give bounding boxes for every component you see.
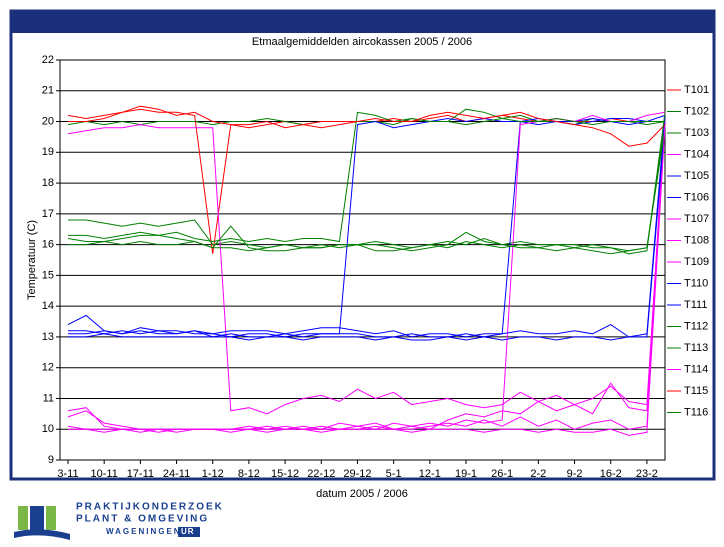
x-tick-label: 16-2 <box>600 468 622 480</box>
series-line <box>68 121 666 252</box>
logo-text: PLANT & OMGEVING <box>76 514 209 525</box>
x-tick-label: 2-2 <box>530 468 546 480</box>
series-line <box>68 117 665 338</box>
series-line <box>68 112 666 255</box>
y-tick-label: 18 <box>42 177 54 189</box>
y-tick-label: 15 <box>42 269 54 281</box>
series-line <box>67 127 666 255</box>
series-line <box>68 124 666 341</box>
legend-label: T112 <box>684 320 708 332</box>
x-tick-label: 8-12 <box>238 468 260 480</box>
legend-label: T107 <box>684 213 709 225</box>
chart-title: Etmaalgemiddelden aircokassen 2005 / 200… <box>252 36 472 48</box>
y-tick-label: 20 <box>42 115 54 127</box>
legend-label: T106 <box>684 191 709 203</box>
logo-box <box>178 527 200 537</box>
logo-mark <box>30 506 44 530</box>
legend-label: T111 <box>684 299 707 311</box>
x-tick-label: 12-1 <box>419 468 441 480</box>
x-tick-label: 26-1 <box>491 468 513 480</box>
y-tick-label: 11 <box>43 392 54 404</box>
x-tick-label: 29-12 <box>343 468 371 480</box>
y-tick-label: 9 <box>48 454 54 466</box>
y-tick-label: 19 <box>42 146 54 158</box>
logo-wave <box>14 529 70 540</box>
logo: PRAKTIJKONDERZOEK PLANT & OMGEVING WAGEN… <box>14 502 224 540</box>
x-tick-label: 10-11 <box>91 468 118 480</box>
x-axis-label: datum 2005 / 2006 <box>316 488 408 500</box>
series-line <box>68 111 665 243</box>
x-tick-label: 15-12 <box>271 468 299 480</box>
legend-label: T103 <box>684 127 709 139</box>
lines <box>60 59 666 461</box>
y-tick-label: 13 <box>42 331 54 343</box>
legend-label: T108 <box>684 234 709 246</box>
legend-label: T102 <box>684 105 709 117</box>
y-tick-label: 10 <box>42 423 54 435</box>
y-tick-label: 16 <box>42 239 54 251</box>
x-tick-label: 22-12 <box>307 468 335 480</box>
logo-text: UR <box>181 527 195 536</box>
y-tick-label: 12 <box>42 362 54 374</box>
legend-label: T115 <box>684 385 708 397</box>
x-tick-label: 9-2 <box>567 468 583 480</box>
y-tick-label: 14 <box>42 300 54 312</box>
plot-area <box>59 59 666 461</box>
legend-label: T114 <box>684 363 708 375</box>
legend-label: T104 <box>684 148 709 160</box>
series-line <box>67 124 666 436</box>
x-tick-label: 1-12 <box>202 468 224 480</box>
legend-label: T116 <box>684 406 708 418</box>
series-line <box>68 105 666 147</box>
logo-mark <box>46 506 56 530</box>
series-line <box>67 121 666 415</box>
logo-text: PRAKTIJKONDERZOEK <box>76 502 224 513</box>
slide-header <box>11 11 714 33</box>
legend-label: T109 <box>684 256 709 268</box>
x-tick-label: 17-11 <box>127 468 154 480</box>
logo-text: WAGENINGEN <box>106 527 182 536</box>
legend-label: T113 <box>684 342 708 354</box>
legend-label: T110 <box>684 277 708 289</box>
y-tick-label: 22 <box>42 54 54 66</box>
legend: T101 T102 T103 T104 T105 T106 T107 T108 T109 T110… <box>667 84 709 418</box>
x-tick-label: 3-11 <box>57 468 78 480</box>
x-tick-label: 5-1 <box>386 468 402 480</box>
legend-label: T105 <box>684 170 709 182</box>
x-tick-label: 19-1 <box>455 468 477 480</box>
logo-mark <box>18 506 28 530</box>
y-tick-label: 21 <box>42 85 54 97</box>
y-axis-label: Temperatuur (C) <box>26 220 38 300</box>
legend-label: T101 <box>684 84 709 96</box>
x-tick-label: 23-2 <box>636 468 658 480</box>
y-tick-label: 17 <box>42 208 54 220</box>
x-tick-label: 24-11 <box>163 468 190 480</box>
series-line <box>67 115 666 338</box>
